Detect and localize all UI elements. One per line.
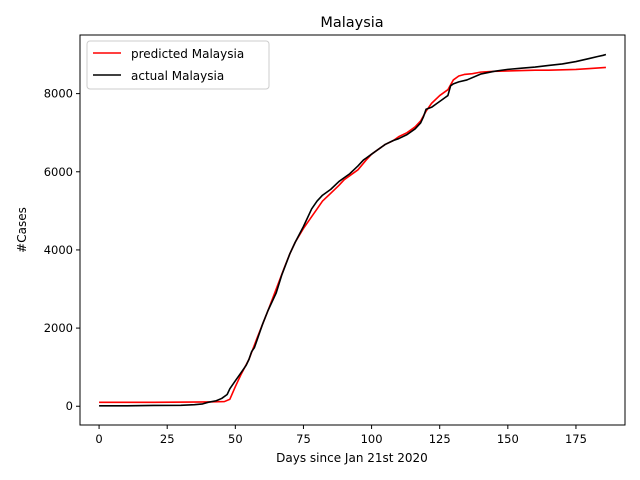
plot-area bbox=[79, 34, 626, 426]
x-tick-label: 125 bbox=[429, 432, 451, 446]
x-tick-label: 0 bbox=[95, 432, 102, 446]
x-tick-label: 150 bbox=[497, 432, 519, 446]
x-tick-label: 75 bbox=[296, 432, 311, 446]
plot-frame bbox=[79, 34, 626, 426]
series-layer bbox=[99, 53, 607, 407]
y-tick-label: 0 bbox=[66, 399, 73, 413]
x-tick-label: 175 bbox=[565, 432, 587, 446]
y-axis-label: #Cases bbox=[15, 207, 29, 253]
y-tick-label: 2000 bbox=[44, 321, 73, 335]
x-tick-label: 50 bbox=[228, 432, 243, 446]
legend-label-actual: actual Malaysia bbox=[131, 69, 224, 83]
legend-box bbox=[86, 40, 270, 90]
y-tick-label: 4000 bbox=[44, 243, 73, 257]
legend: predicted Malaysia actual Malaysia bbox=[86, 40, 270, 90]
x-axis: 0 25 50 75 100 125 150 175 bbox=[95, 425, 587, 446]
y-tick-label: 8000 bbox=[44, 87, 73, 101]
y-tick-label: 6000 bbox=[44, 165, 73, 179]
series-line-actual bbox=[99, 53, 607, 407]
chart-title: Malaysia bbox=[320, 15, 383, 31]
y-axis: 0 2000 4000 6000 8000 bbox=[44, 87, 80, 413]
x-axis-label: Days since Jan 21st 2020 bbox=[276, 451, 428, 465]
x-tick-label: 25 bbox=[160, 432, 175, 446]
legend-label-predicted: predicted Malaysia bbox=[131, 47, 244, 61]
x-tick-label: 100 bbox=[361, 432, 383, 446]
